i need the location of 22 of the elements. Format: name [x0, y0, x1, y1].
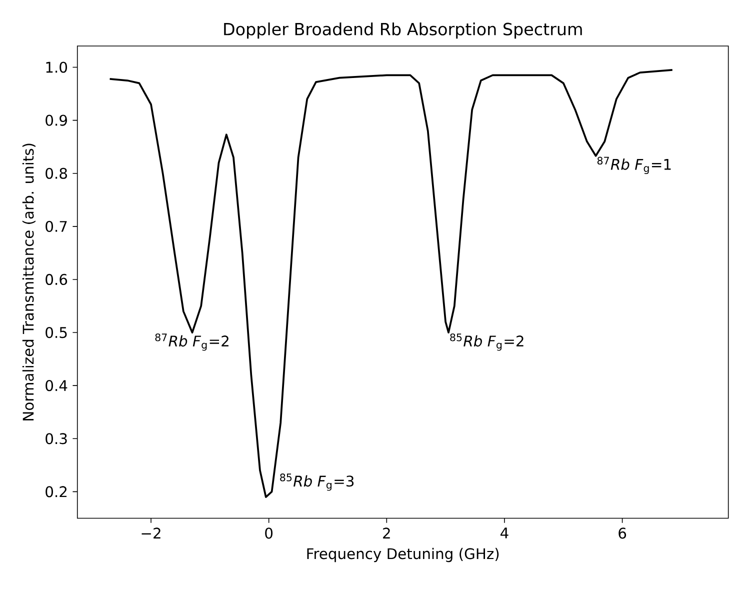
- chart-title: Doppler Broadend Rb Absorption Spectrum: [224, 22, 582, 39]
- y-tick-label: 0.6: [46, 274, 68, 285]
- annotation: $^{87}$Rb F$_{g}$=2: [155, 333, 228, 351]
- line-series: [108, 68, 674, 498]
- x-axis-title: Frequency Detuning (GHz): [307, 548, 499, 562]
- y-tick-label: 0.9: [46, 114, 67, 126]
- y-tick-label: 1.0: [46, 62, 67, 73]
- x-tick-label: 4: [500, 527, 508, 538]
- annotation: $^{85}$Rb F$_{g}$=3: [280, 473, 354, 491]
- x-tick-label: 0: [265, 528, 273, 539]
- y-tick-label: 0.5: [46, 326, 67, 338]
- y-tick-label: 0.3: [46, 432, 67, 444]
- y-axis-title: Normalized Transmittance (arb. units): [22, 144, 36, 420]
- x-tick-label: 2: [383, 528, 390, 538]
- y-tick-label: 0.2: [46, 486, 67, 498]
- annotation: $^{87}$Rb F$_{g}$=1: [597, 156, 671, 174]
- y-tick-label: 0.8: [46, 168, 67, 179]
- annotation: $^{85}$Rb F$_{g}$=2: [450, 333, 524, 351]
- y-tick-label: 0.4: [46, 380, 68, 392]
- y-tick-label: 0.7: [46, 220, 67, 232]
- x-tick-label: −2: [142, 528, 160, 538]
- x-tick-label: 6: [618, 528, 626, 539]
